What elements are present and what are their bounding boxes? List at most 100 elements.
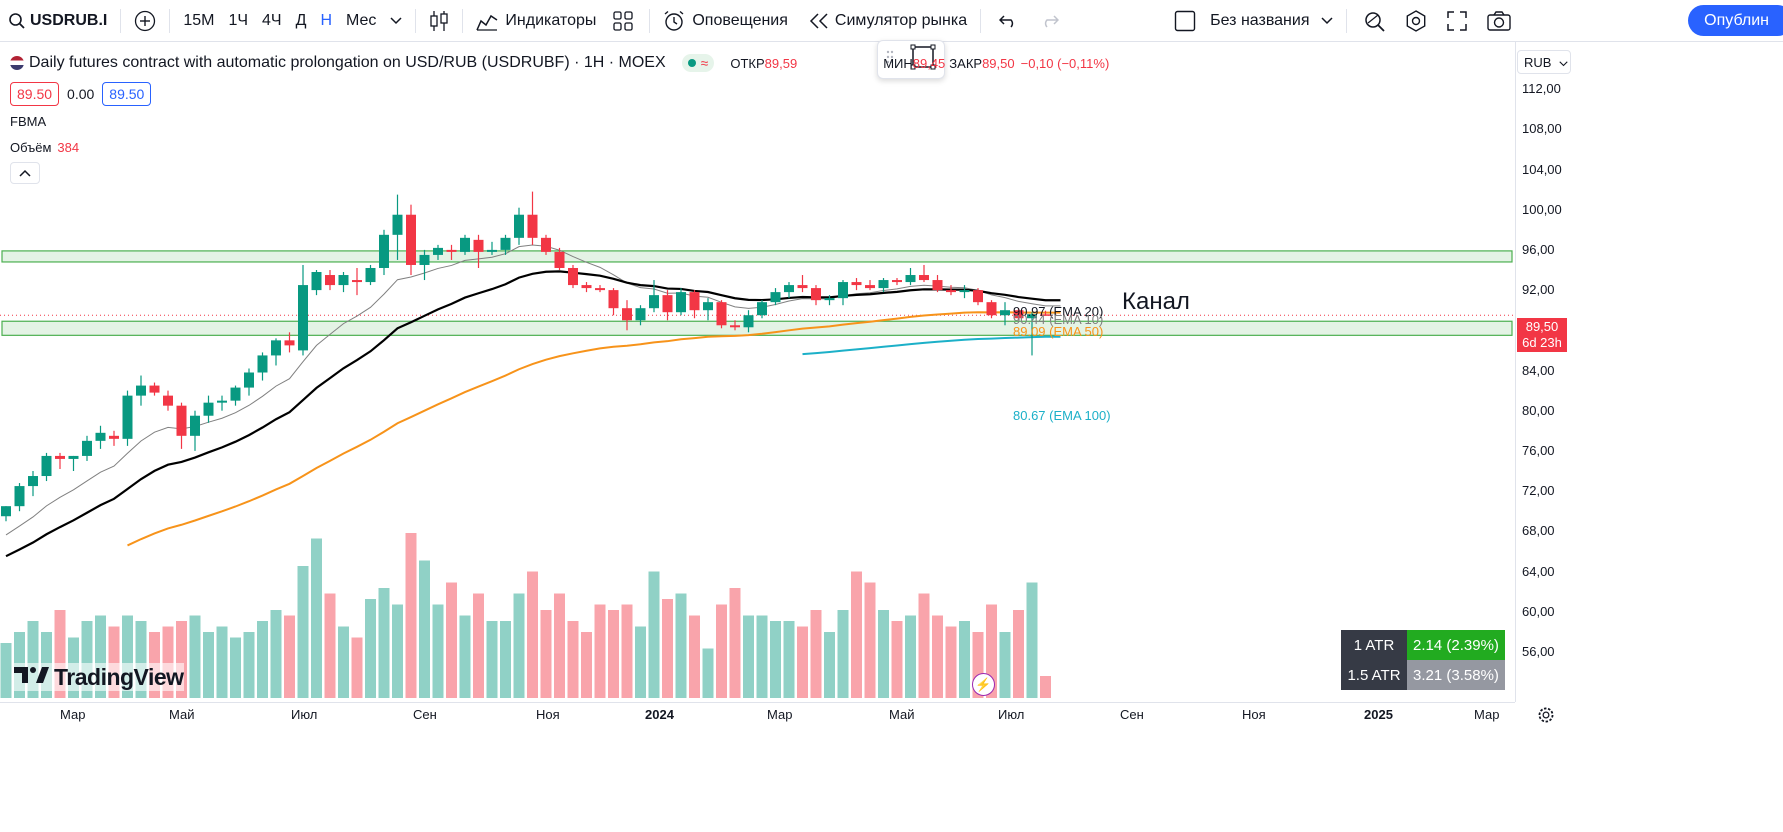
atr-label: 1.5 ATR: [1341, 660, 1407, 690]
volume-bar: [567, 621, 579, 698]
candle-body: [946, 290, 956, 293]
symbol-search-button[interactable]: USDRUB.I: [0, 0, 114, 42]
tradingview-logo[interactable]: TradingView: [14, 663, 184, 691]
interval-option[interactable]: Н: [320, 11, 332, 29]
candle-body: [703, 302, 713, 311]
price-tick-label: 96,00: [1522, 241, 1555, 257]
top-toolbar: USDRUB.I 15М 1Ч 4Ч Д Н Мес Индикаторы Оповеще…: [0, 0, 1783, 42]
compare-symbol-button[interactable]: [127, 0, 163, 42]
candle-body: [865, 285, 875, 289]
candle-body: [716, 302, 727, 326]
candle-body: [730, 325, 740, 328]
interval-option[interactable]: 1Ч: [228, 11, 249, 29]
channel-text-annotation[interactable]: Канал: [1122, 288, 1190, 315]
time-axis[interactable]: [0, 702, 1515, 732]
volume-row[interactable]: Объём 384: [10, 136, 1109, 158]
candle-body: [608, 290, 619, 309]
candle-body: [1027, 314, 1037, 319]
interval-dropdown-button[interactable]: [383, 0, 409, 42]
candle-body: [284, 340, 295, 346]
interval-group: 15М 1Ч 4Ч Д Н Мес: [176, 0, 383, 42]
volume-bar: [95, 615, 106, 698]
chevron-down-icon: [1559, 55, 1569, 70]
ema100-label: 80.67 (EMA 100): [1013, 408, 1111, 423]
volume-bar: [716, 604, 727, 698]
chart-type-button[interactable]: [422, 0, 456, 42]
volume-bar: [810, 610, 822, 698]
volume-bar: [1026, 582, 1038, 698]
interval-option[interactable]: Мес: [346, 11, 377, 29]
candle-body: [919, 275, 929, 281]
market-status-badge[interactable]: ≈: [681, 54, 715, 72]
volume-bar: [797, 626, 808, 698]
time-tick-label: Ноя: [536, 707, 560, 722]
lightning-icon: ⚡: [975, 677, 992, 692]
undo-button[interactable]: [987, 0, 1029, 42]
time-tick-label: Сен: [413, 707, 437, 722]
layout-menu-button[interactable]: Без названия: [1167, 0, 1340, 42]
volume-bar: [621, 604, 633, 698]
volume-bar: [702, 648, 714, 698]
interval-option[interactable]: 4Ч: [262, 11, 282, 29]
support-resistance-zone: [1, 320, 1513, 336]
candle-body: [136, 385, 146, 396]
price-tick-label: 72,00: [1522, 483, 1555, 499]
price-tick-label: 64,00: [1522, 563, 1555, 579]
publish-button[interactable]: Опублин: [1688, 5, 1783, 36]
floating-drawing-toolbar[interactable]: [877, 40, 945, 79]
price-tick-label: 112,00: [1522, 81, 1561, 97]
snapshot-button[interactable]: [1477, 0, 1521, 42]
go-to-realtime-button[interactable]: ⚡: [972, 673, 995, 696]
price-tick-label: 76,00: [1522, 442, 1555, 458]
divider: [1346, 8, 1348, 33]
volume-bar: [540, 610, 552, 698]
volume-bar: [27, 621, 39, 698]
candle-body: [770, 292, 781, 303]
interval-option[interactable]: 15М: [183, 11, 215, 29]
ema100-line: [802, 335, 1061, 356]
candle-body: [595, 288, 605, 291]
low-label: МИН: [883, 55, 913, 71]
collapse-legend-button[interactable]: [10, 162, 40, 184]
price-axis[interactable]: [1515, 42, 1783, 702]
templates-button[interactable]: [603, 0, 643, 42]
fullscreen-button[interactable]: [1437, 0, 1477, 42]
alerts-button[interactable]: Оповещения: [656, 0, 795, 42]
volume-bar: [837, 610, 849, 698]
bid-price-box[interactable]: 89.50: [10, 82, 60, 106]
indicators-button[interactable]: Индикаторы: [469, 0, 603, 42]
divider: [980, 8, 982, 33]
volume-bar: [419, 560, 430, 698]
candle-body: [824, 298, 835, 301]
symbol-description[interactable]: Daily futures contract with automatic pr…: [29, 54, 666, 71]
candle-body: [797, 285, 808, 289]
open-label: ОТКР: [730, 55, 765, 71]
redo-button[interactable]: [1029, 0, 1071, 42]
candle-body: [514, 214, 524, 238]
currency-selector[interactable]: RUB: [1517, 50, 1571, 74]
symbol-legend-row: Daily futures contract with automatic pr…: [10, 54, 1109, 72]
indicator-row[interactable]: FBMA: [10, 110, 1109, 132]
flag-icon: [10, 56, 24, 70]
interval-option[interactable]: Д: [295, 11, 307, 29]
candle-body: [122, 395, 133, 439]
candle-body: [541, 237, 551, 252]
square-icon: [1174, 10, 1196, 32]
candle-body: [1013, 310, 1024, 319]
drag-handle-icon[interactable]: [886, 50, 894, 69]
rectangle-tool-icon[interactable]: [910, 44, 936, 75]
axis-settings-button[interactable]: [1535, 706, 1557, 728]
settings-button[interactable]: [1395, 0, 1437, 42]
volume-bar: [986, 604, 997, 698]
current-price-label: 89,50 6d 23h: [1517, 318, 1567, 352]
volume-bar: [365, 599, 376, 698]
currency-label: RUB: [1524, 54, 1552, 70]
candle-body: [973, 290, 983, 303]
candle-body: [1040, 314, 1051, 316]
volume-bar: [351, 637, 363, 698]
replay-button[interactable]: Симулятор рынка: [795, 0, 974, 42]
volume-label: Объём: [10, 139, 52, 155]
ask-price-box[interactable]: 89.50: [102, 82, 152, 106]
quick-search-button[interactable]: [1353, 0, 1395, 42]
